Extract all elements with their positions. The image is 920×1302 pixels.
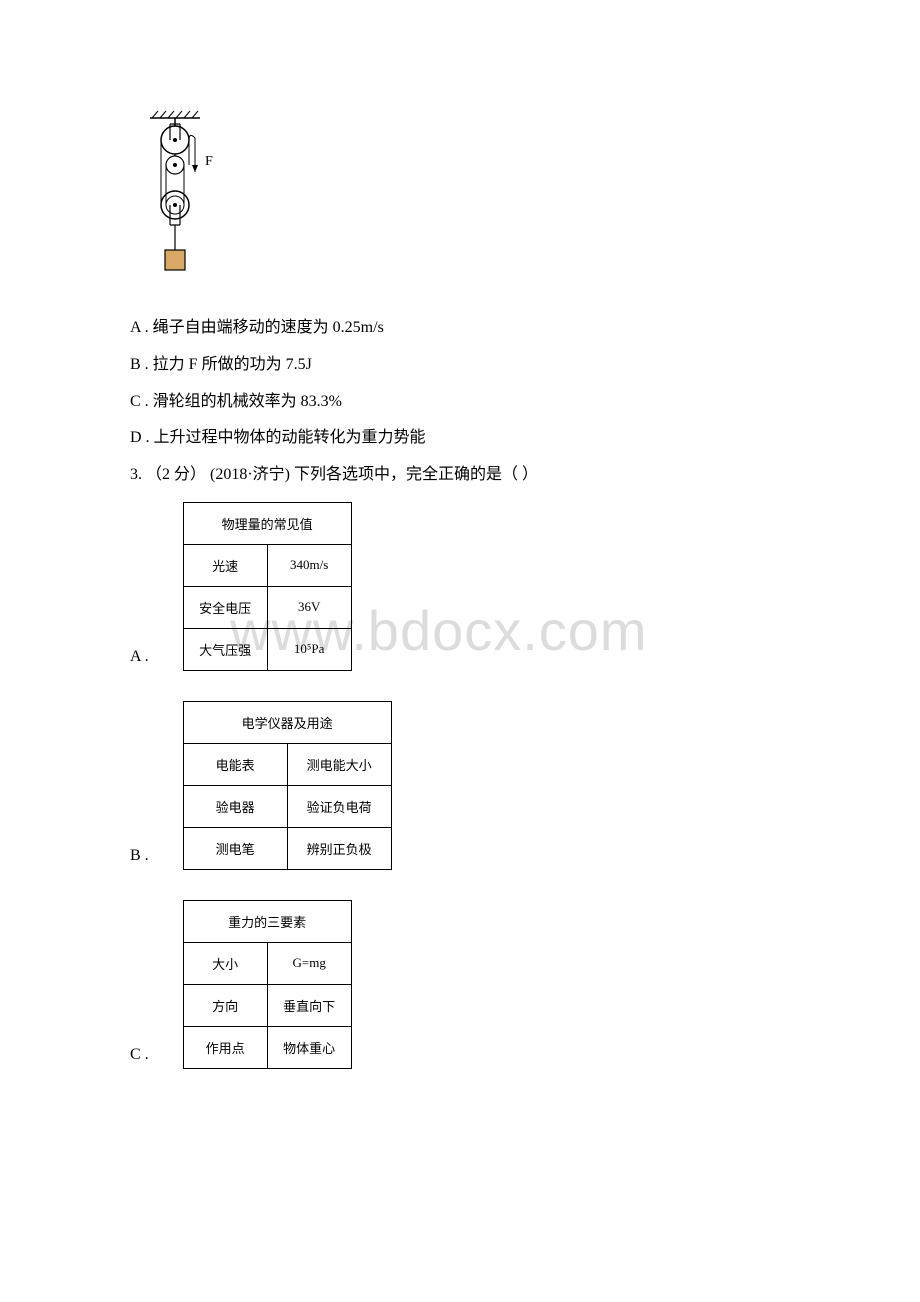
pulley-diagram: F bbox=[140, 110, 790, 295]
option-c-block: C . 重力的三要素 大小 G=mg 方向 垂直向下 作用点 物体重心 bbox=[130, 900, 790, 1069]
table-cell: 物体重心 bbox=[267, 1026, 351, 1068]
table-cell: 光速 bbox=[183, 544, 267, 586]
answer-d: D . 上升过程中物体的动能转化为重力势能 bbox=[130, 420, 790, 457]
option-c-table: 重力的三要素 大小 G=mg 方向 垂直向下 作用点 物体重心 bbox=[183, 900, 352, 1069]
answer-a: A . 绳子自由端移动的速度为 0.25m/s bbox=[130, 310, 790, 347]
option-b-table: 电学仪器及用途 电能表 测电能大小 验电器 验证负电荷 测电笔 辨别正负极 bbox=[183, 701, 392, 870]
option-a-block: A . 物理量的常见值 光速 340m/s 安全电压 36V 大气压强 10⁵P… bbox=[130, 502, 790, 671]
table-cell: 10⁵Pa bbox=[267, 628, 351, 670]
table-cell: G=mg bbox=[267, 942, 351, 984]
option-c-label: C . bbox=[130, 1046, 149, 1064]
option-a-table: 物理量的常见值 光速 340m/s 安全电压 36V 大气压强 10⁵Pa bbox=[183, 502, 352, 671]
option-b-label: B . bbox=[130, 847, 149, 865]
table-c-header: 重力的三要素 bbox=[183, 900, 351, 942]
option-b-block: B . 电学仪器及用途 电能表 测电能大小 验电器 验证负电荷 测电笔 辨别正负… bbox=[130, 701, 790, 870]
table-cell: 340m/s bbox=[267, 544, 351, 586]
table-cell: 测电笔 bbox=[183, 827, 287, 869]
table-cell: 测电能大小 bbox=[287, 743, 391, 785]
table-cell: 验证负电荷 bbox=[287, 785, 391, 827]
option-a-label: A . bbox=[130, 648, 149, 666]
table-cell: 作用点 bbox=[183, 1026, 267, 1068]
table-a-header: 物理量的常见值 bbox=[183, 502, 351, 544]
table-cell: 垂直向下 bbox=[267, 984, 351, 1026]
table-cell: 辨别正负极 bbox=[287, 827, 391, 869]
answer-c: C . 滑轮组的机械效率为 83.3% bbox=[130, 384, 790, 421]
table-cell: 电能表 bbox=[183, 743, 287, 785]
force-label: F bbox=[205, 154, 213, 169]
answer-b: B . 拉力 F 所做的功为 7.5J bbox=[130, 347, 790, 384]
table-cell: 大气压强 bbox=[183, 628, 267, 670]
question-3: 3. （2 分） (2018·济宁) 下列各选项中，完全正确的是（ ） bbox=[130, 457, 790, 494]
table-cell: 验电器 bbox=[183, 785, 287, 827]
table-cell: 大小 bbox=[183, 942, 267, 984]
table-cell: 方向 bbox=[183, 984, 267, 1026]
table-b-header: 电学仪器及用途 bbox=[183, 701, 391, 743]
table-cell: 安全电压 bbox=[183, 586, 267, 628]
table-cell: 36V bbox=[267, 586, 351, 628]
